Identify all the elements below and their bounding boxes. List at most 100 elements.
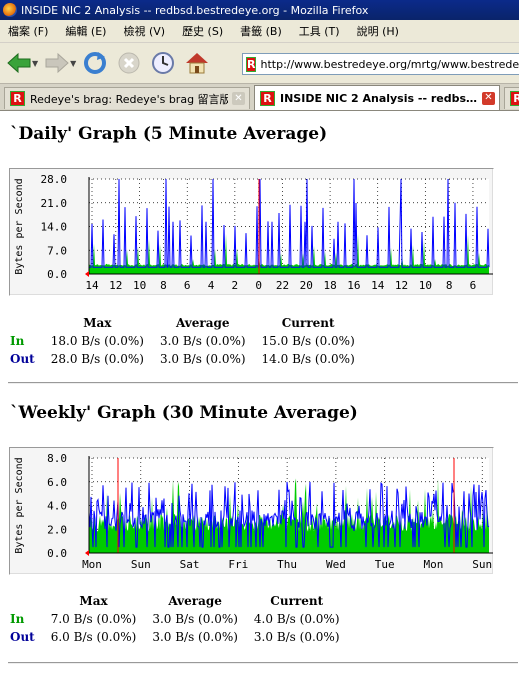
back-button[interactable] (4, 48, 34, 78)
x-tick-label: 14 (371, 279, 385, 292)
menu-file[interactable]: 檔案 (F) (8, 25, 49, 38)
stats-in-average: 3.0 B/s (0.0%) (152, 612, 238, 626)
tab-favicon-icon: R (260, 90, 275, 106)
url-bar[interactable]: R http://www.bestredeye.org/mrtg/www.bes… (242, 53, 519, 75)
stats-row-in: In 7.0 B/s (0.0%) 3.0 B/s (0.0%) 4.0 B/s… (10, 610, 348, 628)
y-tick-label: 0.0 (47, 268, 67, 281)
menu-bookmarks[interactable]: 書籤 (B) (240, 25, 282, 38)
stats-in-average: 3.0 B/s (0.0%) (159, 334, 246, 348)
x-tick-label: 12 (395, 279, 408, 292)
x-tick-label: 8 (446, 279, 453, 292)
tab-close-icon[interactable]: ✕ (482, 91, 495, 105)
daily-graph-svg: Bytes per Second 28.0 21.0 14.0 7.0 0.0 14 12 10… (14, 173, 493, 292)
x-tick-label: 8 (160, 279, 167, 292)
x-tick-label: Sat (180, 558, 200, 571)
stats-out-average: 3.0 B/s (0.0%) (152, 630, 238, 644)
y-tick-label: 2.0 (47, 523, 67, 536)
x-tick-label: 12 (109, 279, 122, 292)
menu-bar: 檔案 (F) 編輯 (E) 檢視 (V) 歷史 (S) 書籤 (B) 工具 (T… (0, 20, 519, 43)
series-out-line (89, 178, 490, 268)
stats-row-in: In 18.0 B/s (0.0%) 3.0 B/s (0.0%) 15.0 B… (10, 332, 363, 350)
daily-stats: Max Average Current In 18.0 B/s (0.0%) 3… (10, 314, 363, 368)
stats-out-current: 14.0 B/s (0.0%) (261, 352, 355, 366)
x-tick-label: Fri (228, 558, 248, 571)
series-out-line (88, 481, 490, 548)
reload-icon (84, 52, 107, 74)
y-tick-label: 14.0 (41, 221, 68, 234)
origin-arrow-icon (85, 550, 89, 556)
daily-heading: `Daily' Graph (5 Minute Average) (10, 124, 328, 144)
menu-edit[interactable]: 編輯 (E) (65, 25, 107, 38)
site-favicon-icon: R (246, 56, 257, 72)
stats-label-out: Out (10, 630, 35, 644)
window-titlebar: INSIDE NIC 2 Analysis -- redbsd.bestrede… (0, 0, 519, 20)
history-button[interactable] (148, 48, 178, 78)
menu-help[interactable]: 說明 (H) (356, 25, 399, 38)
firefox-icon (3, 3, 17, 17)
stats-in-max: 18.0 B/s (0.0%) (50, 334, 144, 348)
y-tick-label: 4.0 (47, 500, 67, 513)
stats-out-max: 28.0 B/s (0.0%) (50, 352, 144, 366)
stop-icon (118, 52, 140, 74)
stop-button[interactable] (114, 48, 144, 78)
y-tick-label: 7.0 (47, 244, 67, 257)
weekly-stats: Max Average Current In 7.0 B/s (0.0%) 3.… (10, 592, 348, 646)
x-tick-label: Thu (277, 558, 297, 571)
x-tick-label: Mon (424, 558, 444, 571)
stats-row-out: Out 6.0 B/s (0.0%) 3.0 B/s (0.0%) 3.0 B/… (10, 628, 348, 646)
forward-button[interactable] (42, 48, 72, 78)
back-history-dropdown-icon[interactable]: ▼ (32, 58, 39, 68)
clock-icon (152, 52, 175, 74)
x-tick-label: 6 (470, 279, 477, 292)
tab-overflow[interactable]: R (504, 87, 519, 109)
back-arrow-icon (7, 52, 31, 74)
stats-label-in: In (10, 334, 25, 348)
x-tick-label: 10 (133, 279, 146, 292)
tab-label: Redeye's brag: Redeye's brag 留言版 (30, 92, 228, 106)
home-icon (186, 53, 209, 74)
tab-favicon-icon: R (510, 91, 519, 106)
stats-header-max: Max (83, 316, 112, 330)
url-text: http://www.bestredeye.org/mrtg/www.bestr… (260, 57, 519, 71)
stats-out-average: 3.0 B/s (0.0%) (159, 352, 246, 366)
stats-header-current: Current (281, 316, 335, 330)
x-tick-label: Mon (82, 558, 102, 571)
y-axis-label: Bytes per Second (14, 457, 25, 553)
x-tick-label: 0 (255, 279, 262, 292)
stats-header-average: Average (168, 594, 222, 608)
reload-button[interactable] (80, 48, 110, 78)
stats-out-current: 3.0 B/s (0.0%) (253, 630, 340, 644)
x-tick-label: Sun (131, 558, 151, 571)
navigation-toolbar: ▼ ▼ R http://www.bestredeye.org/mrtg/www… (0, 43, 519, 84)
stats-label-out: Out (10, 352, 35, 366)
window-title: INSIDE NIC 2 Analysis -- redbsd.bestrede… (21, 3, 369, 17)
tab-favicon-icon: R (10, 91, 25, 106)
x-tick-label: 10 (419, 279, 432, 292)
stats-header-max: Max (79, 594, 108, 608)
origin-arrow-icon (85, 271, 89, 277)
menu-history[interactable]: 歷史 (S) (182, 25, 224, 38)
menu-view[interactable]: 檢視 (V) (123, 25, 166, 38)
x-tick-label: Wed (326, 558, 346, 571)
tab-close-icon[interactable]: ✕ (232, 92, 245, 105)
stats-header-current: Current (270, 594, 324, 608)
section-divider (8, 662, 518, 664)
menu-tools[interactable]: 工具 (T) (298, 25, 340, 38)
y-tick-label: 0.0 (47, 547, 67, 560)
stats-out-max: 6.0 B/s (0.0%) (50, 630, 137, 644)
x-tick-label: Tue (375, 558, 395, 571)
x-tick-label: 6 (184, 279, 191, 292)
tab-label: INSIDE NIC 2 Analysis -- redbs… (280, 91, 478, 105)
tab-inside-nic-2[interactable]: R INSIDE NIC 2 Analysis -- redbs… ✕ (254, 85, 500, 110)
forward-history-dropdown-icon[interactable]: ▼ (70, 58, 77, 68)
stats-in-max: 7.0 B/s (0.0%) (50, 612, 137, 626)
stats-header-average: Average (175, 316, 230, 330)
x-tick-label: Sun (472, 558, 492, 571)
tab-redeye-brag[interactable]: R Redeye's brag: Redeye's brag 留言版 ✕ (4, 87, 250, 109)
home-button[interactable] (182, 48, 212, 78)
y-tick-label: 21.0 (41, 197, 68, 210)
y-tick-label: 8.0 (47, 452, 67, 465)
x-tick-label: 22 (276, 279, 289, 292)
section-divider (8, 382, 518, 384)
x-tick-label: 18 (323, 279, 336, 292)
